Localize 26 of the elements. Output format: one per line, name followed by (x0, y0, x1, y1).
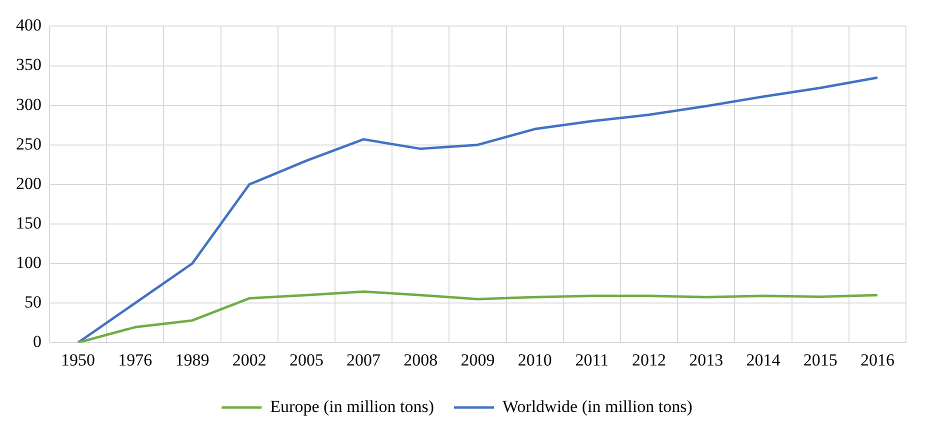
x-tick-label: 2011 (575, 350, 609, 370)
y-tick-label: 50 (24, 292, 42, 312)
y-tick-label: 200 (16, 174, 42, 193)
x-tick-label: 2002 (232, 350, 266, 370)
x-tick-label: 2007 (346, 350, 382, 370)
x-tick-label: 2010 (518, 350, 552, 370)
x-tick-label: 2008 (404, 350, 438, 370)
legend-label: Worldwide (in million tons) (502, 396, 692, 416)
y-tick-label: 250 (16, 134, 42, 154)
y-tick-label: 350 (16, 55, 42, 74)
x-tick-label: 2015 (803, 350, 838, 370)
y-tick-label: 400 (16, 16, 42, 35)
y-tick-label: 0 (33, 332, 42, 352)
x-tick-label: 2009 (460, 350, 495, 370)
x-tick-label: 1989 (175, 350, 210, 370)
x-tick-label: 2014 (746, 350, 781, 370)
x-tick-label: 2012 (632, 350, 666, 370)
y-tick-label: 300 (16, 94, 42, 114)
x-tick-label: 2013 (689, 350, 724, 370)
x-tick-label: 2005 (289, 350, 324, 370)
y-tick-label: 100 (16, 252, 42, 272)
x-tick-label: 1976 (118, 350, 152, 370)
y-tick-label: 150 (16, 213, 42, 232)
legend-label: Europe (in million tons) (270, 396, 434, 416)
x-tick-label: 2016 (860, 350, 894, 370)
x-tick-label: 1950 (61, 350, 96, 370)
